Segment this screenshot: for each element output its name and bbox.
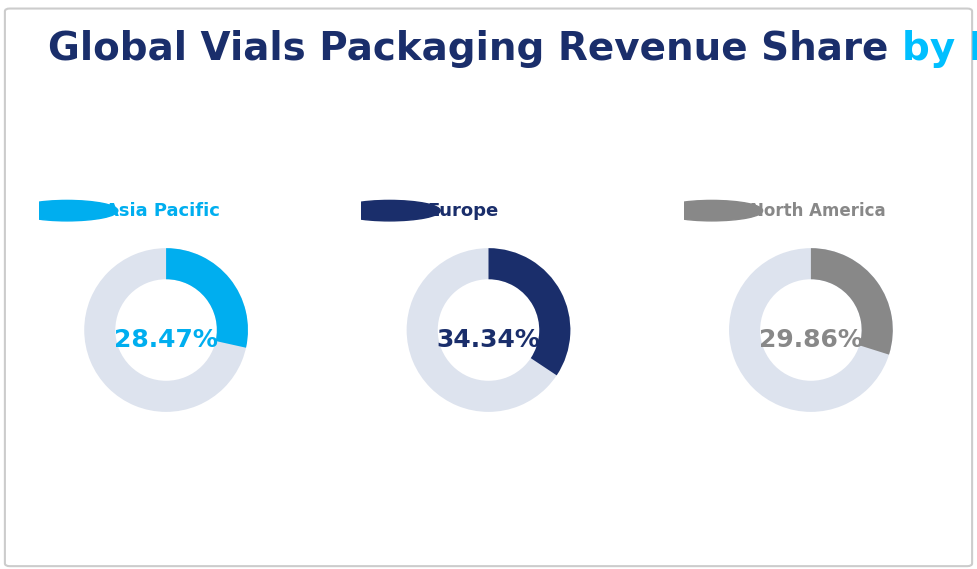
Circle shape	[17, 200, 118, 221]
Text: North America: North America	[750, 201, 885, 220]
Wedge shape	[166, 248, 248, 348]
Ellipse shape	[87, 154, 265, 278]
Text: Europe: Europe	[428, 201, 499, 220]
Circle shape	[339, 200, 441, 221]
Wedge shape	[406, 248, 571, 412]
Text: Global Vials Packaging Revenue Share: Global Vials Packaging Revenue Share	[48, 30, 902, 68]
FancyBboxPatch shape	[5, 9, 972, 566]
Wedge shape	[84, 248, 248, 412]
Ellipse shape	[557, 233, 616, 290]
Text: by Region: by Region	[902, 30, 977, 68]
Text: 34.34%: 34.34%	[437, 328, 540, 352]
Circle shape	[661, 200, 763, 221]
Text: 28.47%: 28.47%	[114, 328, 218, 352]
Text: 29.86%: 29.86%	[759, 328, 863, 352]
Text: Asia Pacific: Asia Pacific	[106, 201, 220, 220]
Ellipse shape	[259, 85, 318, 119]
Wedge shape	[811, 248, 893, 354]
Ellipse shape	[420, 134, 498, 185]
Ellipse shape	[528, 151, 723, 248]
Wedge shape	[729, 248, 893, 412]
Ellipse shape	[420, 211, 518, 324]
Ellipse shape	[767, 182, 796, 216]
Ellipse shape	[180, 358, 270, 461]
Wedge shape	[488, 248, 571, 376]
Ellipse shape	[508, 97, 723, 154]
FancyBboxPatch shape	[668, 182, 954, 240]
FancyBboxPatch shape	[346, 182, 631, 240]
Ellipse shape	[93, 265, 181, 350]
Ellipse shape	[703, 344, 801, 395]
Ellipse shape	[156, 333, 195, 373]
Ellipse shape	[689, 242, 757, 282]
FancyBboxPatch shape	[23, 182, 309, 240]
